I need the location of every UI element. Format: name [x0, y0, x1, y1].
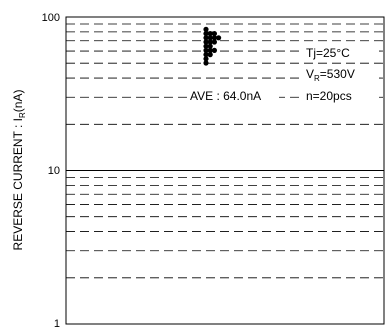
data-point-15 [203, 52, 209, 58]
data-point-7 [211, 35, 217, 41]
data-point-9 [207, 39, 213, 45]
plot-frame [65, 16, 385, 325]
data-point-5 [203, 35, 209, 41]
y-axis-label: REVERSE CURRENT : IR(nA) [11, 90, 27, 251]
data-point-14 [207, 47, 213, 54]
data-point-20 [216, 35, 222, 41]
y-tick-100: 100 [42, 12, 60, 24]
y-tick-10: 10 [48, 165, 60, 177]
data-point-4 [211, 30, 217, 37]
data-point-8 [203, 39, 209, 45]
data-point-10 [211, 39, 217, 45]
sample-count: n=20pcs [306, 89, 352, 103]
data-point-1 [203, 26, 209, 32]
data-point-16 [207, 52, 213, 58]
data-point-18 [203, 60, 209, 66]
data-point-11 [203, 43, 209, 49]
grid-lines [66, 23, 384, 279]
data-point-17 [203, 56, 209, 62]
data-point-3 [207, 30, 213, 37]
data-point-12 [207, 43, 213, 49]
data-point-6 [207, 35, 213, 41]
data-point-19 [211, 47, 217, 54]
data-point-2 [203, 30, 209, 37]
data-point-13 [203, 47, 209, 54]
condition-temp: Tj=25°C [306, 46, 350, 60]
data-points [203, 26, 222, 66]
y-tick-1: 1 [54, 318, 60, 329]
average-label: AVE : 64.0nA [190, 89, 261, 103]
condition-voltage: VR=530V [306, 67, 355, 83]
